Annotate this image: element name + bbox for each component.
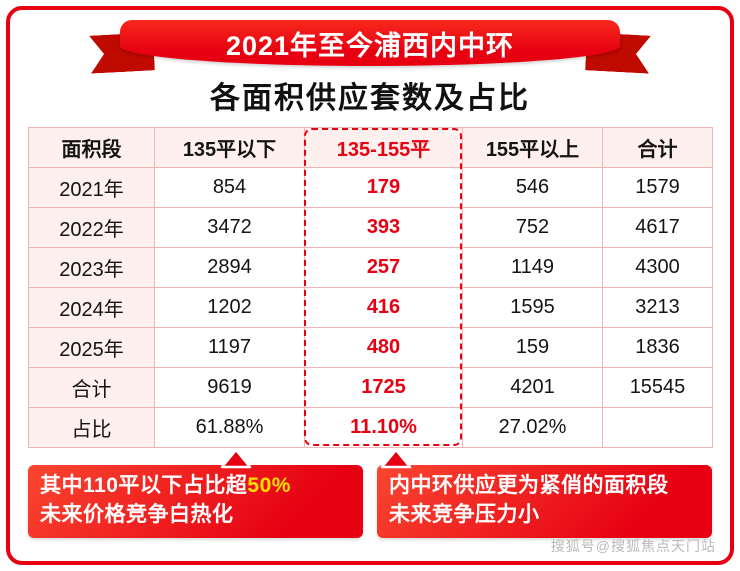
cell: 4617 — [602, 207, 713, 248]
table-row-share: 占比 61.88% 11.10% 27.02% — [28, 407, 713, 448]
row-label: 2025年 — [28, 327, 155, 368]
cell — [602, 407, 713, 448]
cell: 416 — [304, 287, 463, 328]
callout-left-line2: 未来价格竞争白热化 — [40, 502, 234, 526]
row-label: 2021年 — [28, 167, 155, 208]
col-header-over155: 155平以上 — [462, 127, 603, 168]
page-subtitle: 各面积供应套数及占比 — [210, 82, 530, 115]
row-label: 占比 — [28, 407, 155, 448]
cell: 4300 — [602, 247, 713, 288]
supply-table-wrap: 面积段 135平以下 135-155平 155平以上 合计 2021年 854 … — [28, 127, 713, 448]
table-row: 2023年 2894 257 1149 4300 — [28, 247, 713, 288]
cell: 1725 — [304, 367, 463, 408]
cell: 9619 — [154, 367, 305, 408]
table-row-total: 合计 9619 1725 4201 15545 — [28, 367, 713, 408]
table-row: 2024年 1202 416 1595 3213 — [28, 287, 713, 328]
cell: 27.02% — [462, 407, 603, 448]
callout-left: 其中110平以下占比超50% 未来价格竞争白热化 — [28, 465, 363, 538]
callout-left-line1-text: 其中110平以下占比超 — [40, 474, 248, 497]
callout-right-line2: 未来竞争压力小 — [389, 502, 540, 526]
cell: 257 — [304, 247, 463, 288]
row-label: 合计 — [28, 367, 155, 408]
cell: 1202 — [154, 287, 305, 328]
cell: 1595 — [462, 287, 603, 328]
table-row: 2021年 854 179 546 1579 — [28, 167, 713, 208]
col-header-135-155: 135-155平 — [304, 127, 463, 168]
cell: 15545 — [602, 367, 713, 408]
callout-left-line1: 其中110平以下占比超50% — [40, 472, 351, 501]
row-label: 2023年 — [28, 247, 155, 288]
row-label: 2024年 — [28, 287, 155, 328]
callout-right-line1: 内中环供应更为紧俏的面积段 — [389, 474, 669, 497]
cell: 1197 — [154, 327, 305, 368]
cell: 1149 — [462, 247, 603, 288]
cell: 3213 — [602, 287, 713, 328]
cell: 11.10% — [304, 407, 463, 448]
callout-right: 内中环供应更为紧俏的面积段 未来竞争压力小 — [377, 465, 712, 538]
cell: 854 — [154, 167, 305, 208]
cell: 546 — [462, 167, 603, 208]
banner-title: 2021年至今浦西内中环 — [120, 20, 620, 66]
row-label: 2022年 — [28, 207, 155, 248]
cell: 179 — [304, 167, 463, 208]
title-ribbon: 2021年至今浦西内中环 — [120, 20, 620, 70]
cell: 752 — [462, 207, 603, 248]
cell: 2894 — [154, 247, 305, 288]
arrow-up-icon — [380, 448, 412, 469]
page-border-frame: 2021年至今浦西内中环 各面积供应套数及占比 面积段 135平以下 135-1… — [6, 6, 734, 565]
watermark: 搜狐号@搜狐焦点天门站 — [550, 538, 716, 554]
arrow-up-icon — [220, 448, 252, 469]
cell: 159 — [462, 327, 603, 368]
cell: 61.88% — [154, 407, 305, 448]
cell: 4201 — [462, 367, 603, 408]
supply-table: 面积段 135平以下 135-155平 155平以上 合计 2021年 854 … — [28, 127, 713, 448]
callouts-row: 其中110平以下占比超50% 未来价格竞争白热化 内中环供应更为紧俏的面积段 未… — [28, 448, 712, 538]
cell: 1836 — [602, 327, 713, 368]
callout-left-highlight: 50% — [247, 474, 291, 497]
table-row: 2022年 3472 393 752 4617 — [28, 207, 713, 248]
table-row: 2025年 1197 480 159 1836 — [28, 327, 713, 368]
col-header-under135: 135平以下 — [154, 127, 305, 168]
cell: 3472 — [154, 207, 305, 248]
col-header-total: 合计 — [602, 127, 713, 168]
cell: 393 — [304, 207, 463, 248]
cell: 1579 — [602, 167, 713, 208]
cell: 480 — [304, 327, 463, 368]
col-header-area: 面积段 — [28, 127, 155, 168]
table-header-row: 面积段 135平以下 135-155平 155平以上 合计 — [28, 127, 713, 168]
